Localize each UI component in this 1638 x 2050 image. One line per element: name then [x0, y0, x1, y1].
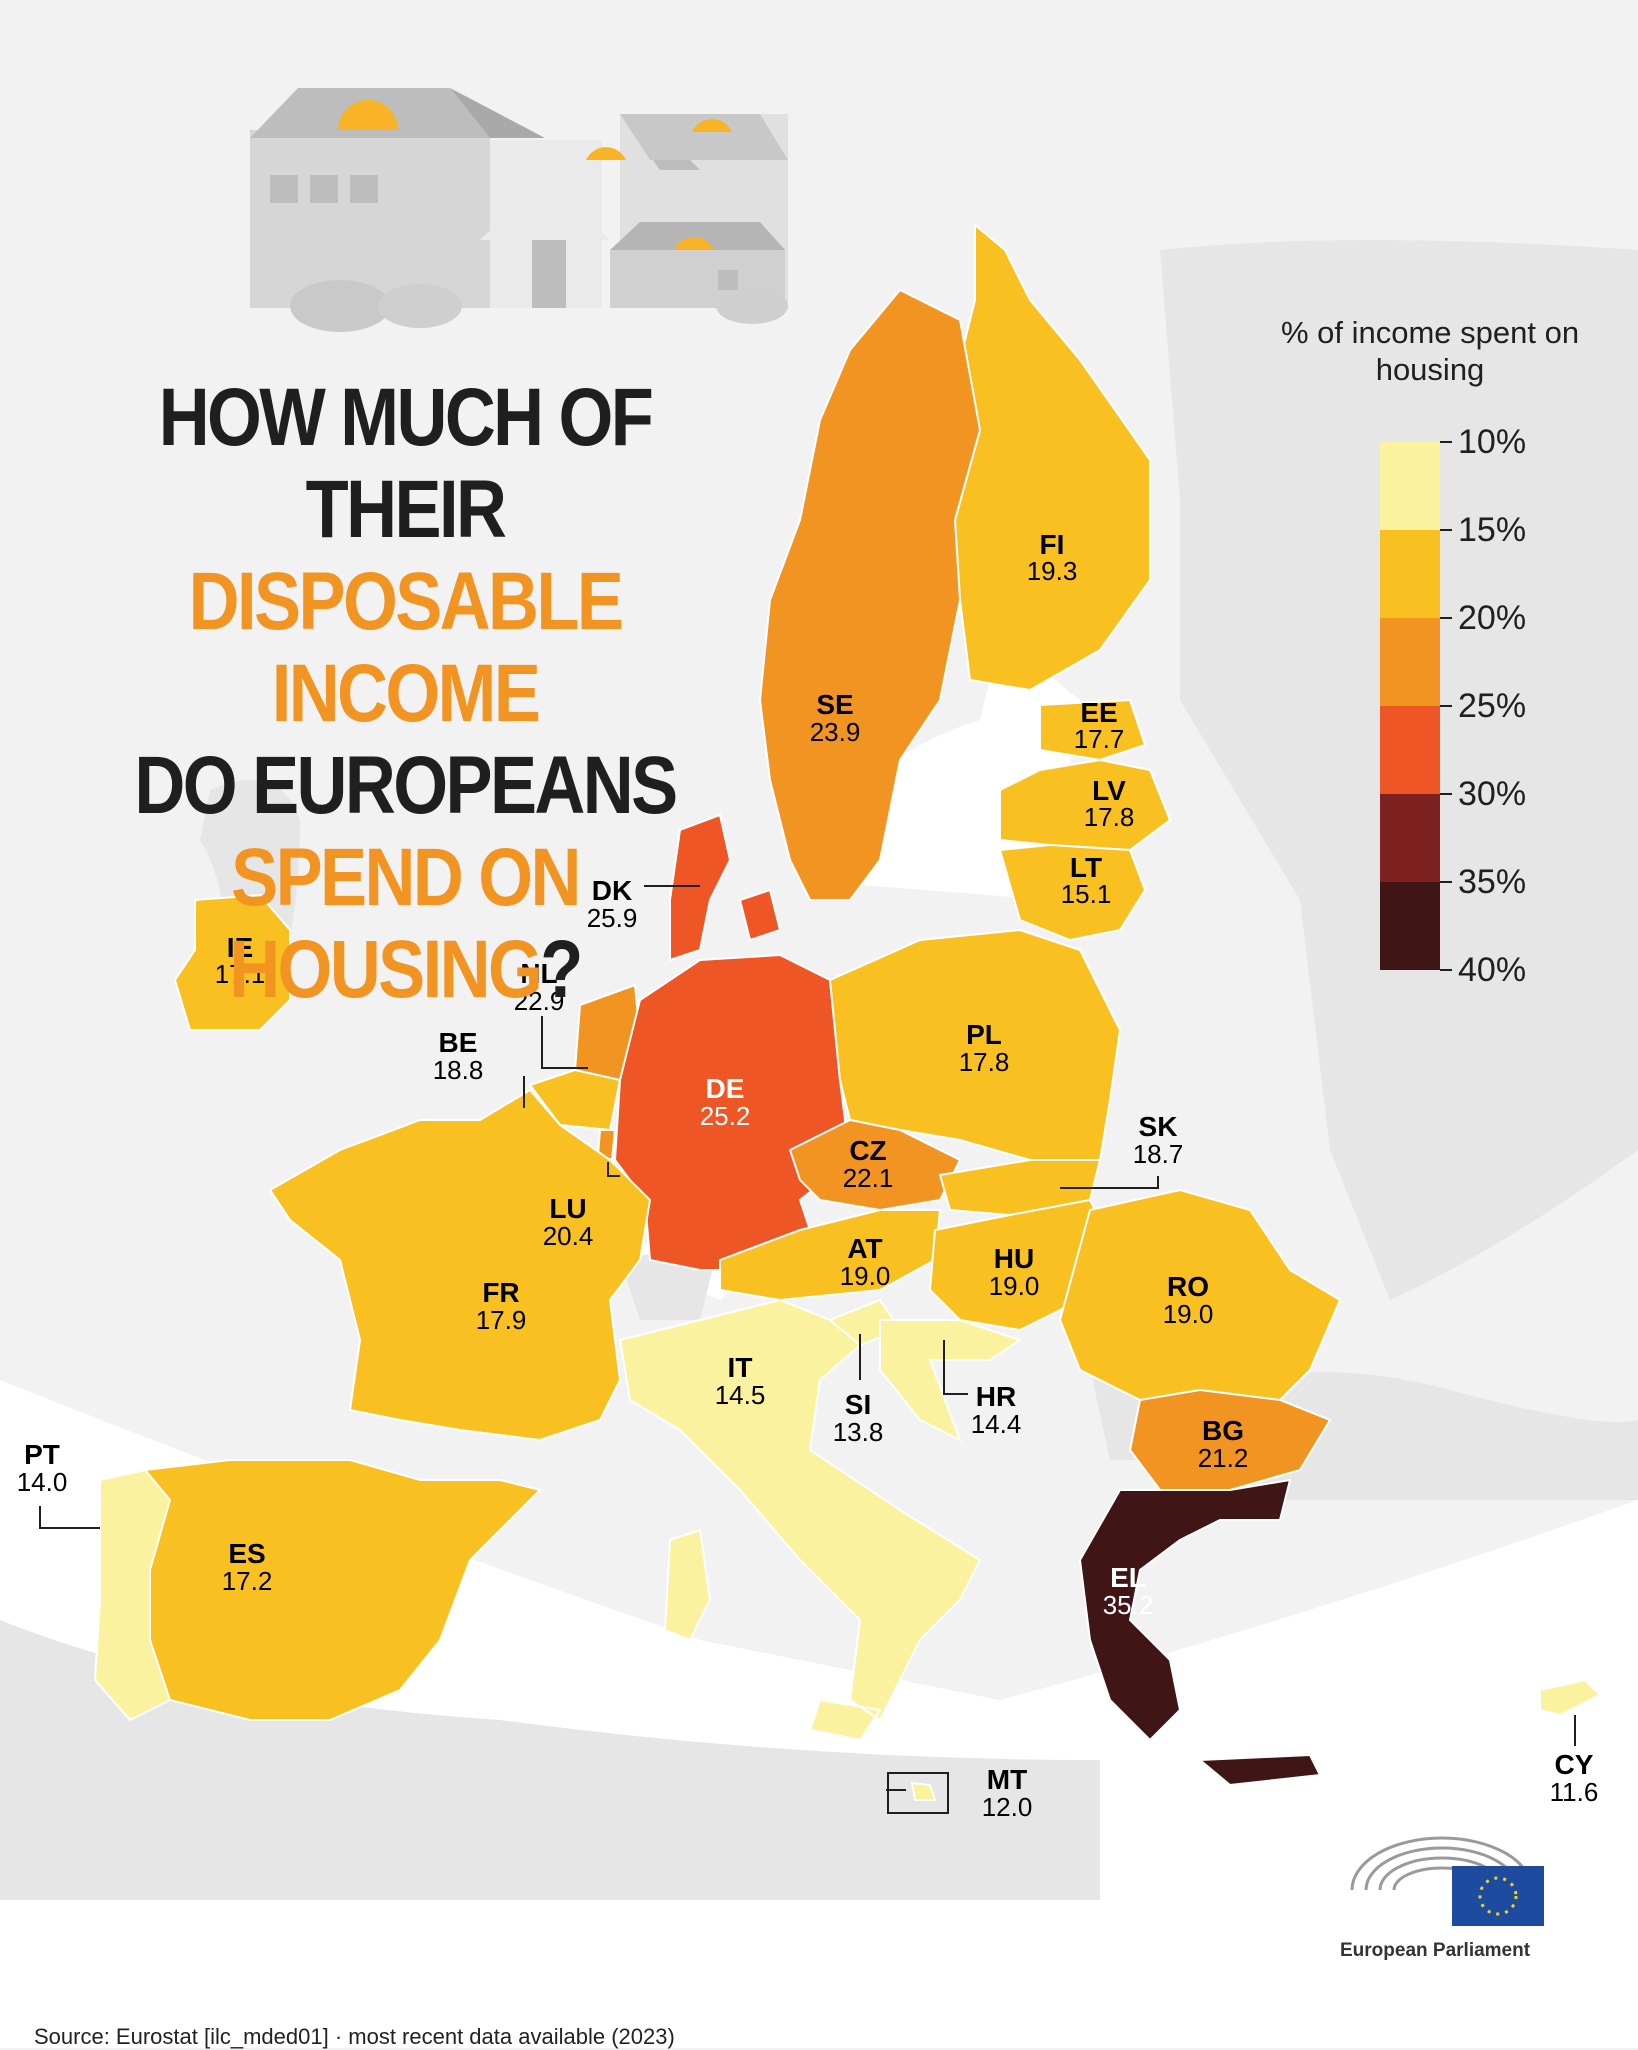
label-HR-value: 14.4 [971, 1409, 1022, 1439]
title-line-1: HOW MUCH OF THEIR [158, 372, 654, 555]
label-BE-value: 18.8 [433, 1055, 484, 1085]
country-RO [1058, 1188, 1342, 1402]
label-ES-code: ES [228, 1538, 265, 1569]
label-HR-code: HR [976, 1381, 1016, 1412]
legend-tick: 30% [1440, 772, 1526, 816]
label-ES-value: 17.2 [222, 1566, 273, 1596]
label-NL-value: 22.9 [514, 986, 565, 1016]
page-title: HOW MUCH OF THEIR DISPOSABLE INCOME DO E… [108, 372, 701, 1016]
legend-tick: 25% [1440, 684, 1526, 728]
label-IE-value: 17.1 [215, 959, 266, 989]
label-DK-value: 25.9 [587, 903, 638, 933]
label-AT-value: 19.0 [840, 1261, 891, 1291]
label-FR-value: 17.9 [476, 1305, 527, 1335]
label-AT-code: AT [847, 1233, 882, 1264]
label-SK-code: SK [1139, 1111, 1178, 1142]
label-DE-code: DE [706, 1073, 745, 1104]
label-BG-code: BG [1202, 1415, 1244, 1446]
title-question-mark: ? [540, 924, 583, 1015]
label-LV-value: 17.8 [1084, 802, 1135, 832]
title-line-4: SPEND ON HOUSING? [108, 832, 701, 1016]
legend-tick: 35% [1440, 860, 1526, 904]
label-IT-value: 14.5 [715, 1380, 766, 1410]
label-MT-value: 12.0 [982, 1792, 1033, 1822]
country-LT [998, 843, 1147, 942]
country-EL [1078, 1478, 1322, 1787]
legend-bin-5 [1380, 794, 1440, 882]
eu-stars-icon [1478, 1876, 1518, 1916]
title-line-4-highlight: SPEND ON HOUSING [229, 832, 581, 1015]
label-SE-value: 23.9 [810, 717, 861, 747]
label-IE-code: IE [227, 932, 253, 963]
country-IE [173, 893, 291, 1031]
european-parliament-label: European Parliament [1340, 1940, 1531, 1961]
label-CY-value: 11.6 [1550, 1777, 1599, 1807]
country-IT [618, 1298, 982, 1742]
label-HU-code: HU [994, 1243, 1034, 1274]
label-EE-code: EE [1080, 697, 1117, 728]
legend-bin-4 [1380, 706, 1440, 794]
label-BG-value: 21.2 [1198, 1443, 1249, 1473]
label-SI-value: 13.8 [833, 1417, 884, 1447]
source-note: Source: Eurostat [ilc_mded01] · most rec… [34, 2024, 675, 2049]
label-FI-code: FI [1040, 529, 1065, 560]
houses-illustration [250, 88, 788, 332]
country-EE [1039, 698, 1147, 762]
legend-tick: 10% [1440, 420, 1526, 464]
legend-tick: 15% [1440, 508, 1526, 552]
label-PT-code: PT [24, 1439, 60, 1470]
label-DK-code: DK [592, 875, 632, 906]
label-CY-code: CY [1555, 1749, 1594, 1780]
legend-color-bar [1380, 442, 1440, 970]
legend-title: % of income spent on housing [1280, 315, 1580, 387]
label-CZ-value: 22.1 [843, 1163, 894, 1193]
label-FI-value: 19.3 [1027, 556, 1078, 586]
european-parliament-logo [1350, 1836, 1544, 1926]
label-LT-value: 15.1 [1061, 879, 1112, 909]
label-CZ-code: CZ [849, 1135, 886, 1166]
country-LV [999, 758, 1172, 852]
country-MT [910, 1781, 937, 1801]
country-SE [758, 288, 982, 901]
label-DE-value: 25.2 [700, 1101, 751, 1131]
label-SK-value: 18.7 [1133, 1139, 1184, 1169]
country-LU [596, 1129, 617, 1162]
label-IT-code: IT [728, 1352, 753, 1383]
country-CY [1539, 1678, 1602, 1717]
label-EE-value: 17.7 [1074, 724, 1125, 754]
country-PT [93, 1468, 172, 1722]
country-BG [1128, 1388, 1332, 1491]
label-PL-code: PL [966, 1019, 1002, 1050]
legend-bin-2 [1380, 530, 1440, 618]
legend-tick: 20% [1440, 596, 1526, 640]
label-SI-code: SI [845, 1389, 871, 1420]
label-SE-code: SE [816, 689, 853, 720]
label-RO-code: RO [1167, 1271, 1209, 1302]
label-MT-code: MT [987, 1764, 1027, 1795]
country-CZ [788, 1118, 962, 1212]
legend-tick: 40% [1440, 948, 1526, 992]
label-PL-value: 17.8 [959, 1047, 1010, 1077]
legend-bin-1 [1380, 442, 1440, 530]
label-EL-code: EL [1110, 1562, 1146, 1593]
legend-bin-3 [1380, 618, 1440, 706]
label-EL-value: 35.2 [1103, 1590, 1154, 1620]
title-line-3: DO EUROPEANS [134, 740, 678, 831]
label-HU-value: 19.0 [989, 1271, 1040, 1301]
label-LT-code: LT [1070, 852, 1102, 883]
label-FR-code: FR [482, 1277, 519, 1308]
label-LU-code: LU [549, 1193, 586, 1224]
label-RO-value: 19.0 [1163, 1299, 1214, 1329]
label-LU-value: 20.4 [543, 1221, 594, 1251]
country-DK [669, 813, 782, 962]
label-BE-code: BE [439, 1027, 478, 1058]
label-PT-value: 14.0 [17, 1467, 68, 1497]
legend-bin-6 [1380, 882, 1440, 970]
country-FR [268, 1088, 652, 1442]
label-LV-code: LV [1092, 775, 1126, 806]
label-NL-code: NL [520, 958, 557, 989]
title-line-2: DISPOSABLE INCOME [188, 556, 624, 739]
country-HR [879, 1319, 1023, 1443]
